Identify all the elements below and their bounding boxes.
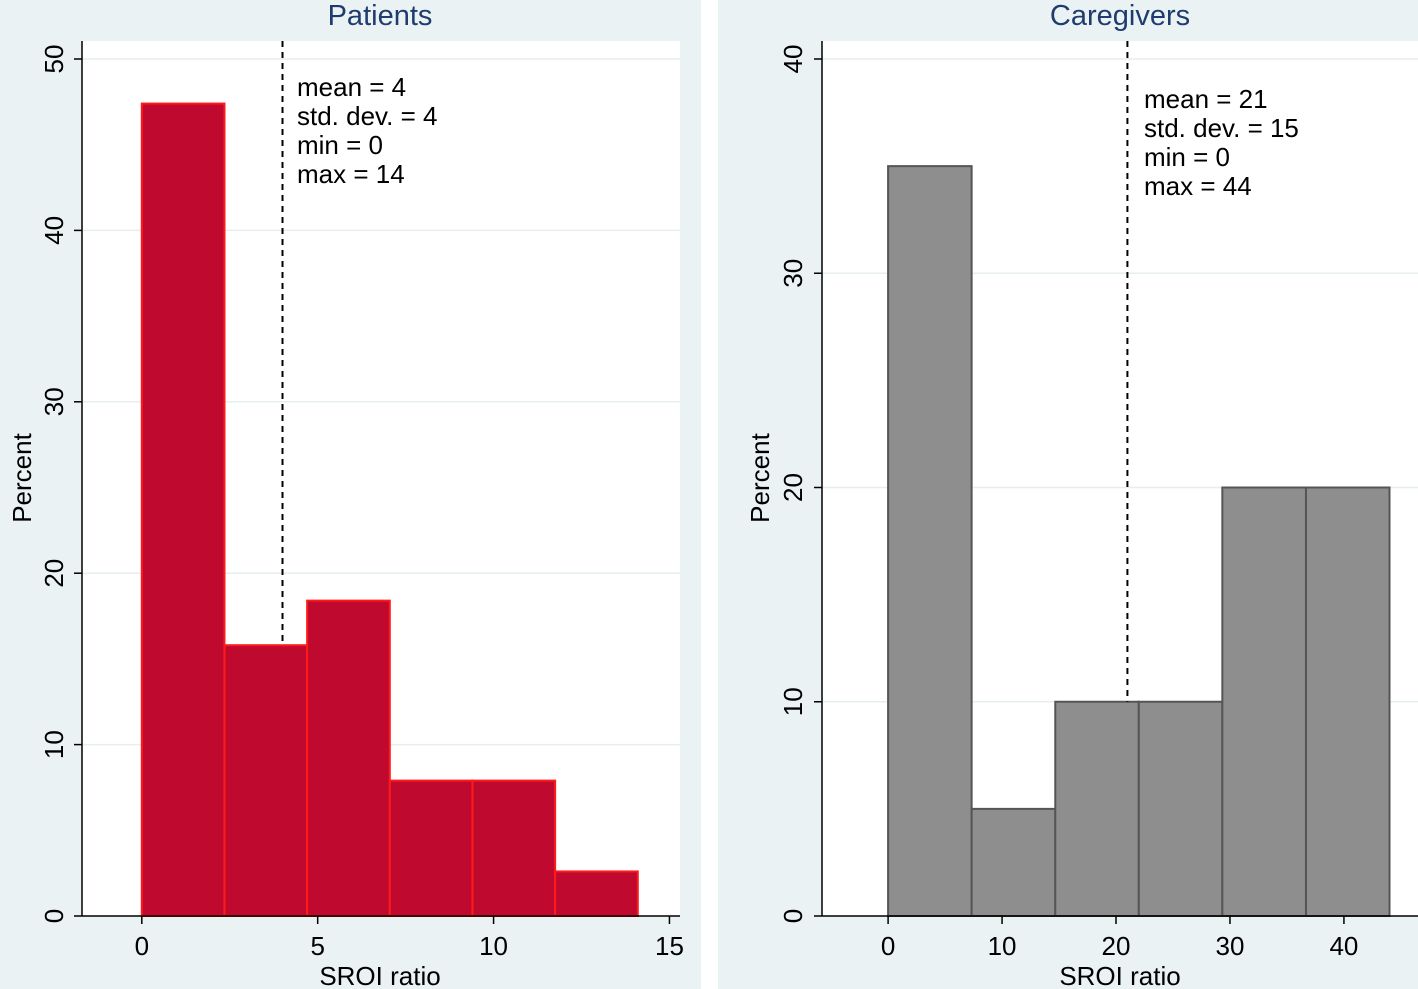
- x-tick-label: 10: [988, 931, 1017, 961]
- stats-annotation: min = 0: [1144, 142, 1230, 172]
- y-tick-label: 0: [39, 909, 69, 923]
- y-tick-label: 10: [778, 687, 808, 716]
- stats-annotation: std. dev. = 15: [1144, 113, 1299, 143]
- stats-annotation: mean = 4: [297, 72, 406, 102]
- histogram-bar-5: [471, 779, 557, 917]
- chart-title: Patients: [328, 0, 433, 32]
- y-tick-label: 0: [778, 909, 808, 923]
- x-axis-label: SROI ratio: [319, 961, 440, 989]
- histogram-bar-2: [970, 807, 1057, 917]
- x-tick-label: 30: [1216, 931, 1245, 961]
- histogram-bar-1: [887, 165, 973, 917]
- histogram-bar-6: [1304, 486, 1391, 917]
- histogram-bar-3: [306, 599, 391, 918]
- panel-caregivers: Caregivers 0 10 20 30 40 0 10 20 30 40 mean = 21std…: [718, 0, 1418, 989]
- y-tick-label: 10: [39, 730, 69, 759]
- y-axis-label: Percent: [7, 432, 37, 522]
- stats-annotation: std. dev. = 4: [297, 101, 437, 131]
- stats-annotation: min = 0: [297, 130, 383, 160]
- histogram-bar-1: [140, 102, 226, 917]
- x-tick-label: 10: [479, 931, 508, 961]
- chart-title: Caregivers: [1050, 0, 1190, 32]
- y-tick-label: 40: [39, 216, 69, 245]
- histogram-bar-2: [223, 644, 309, 917]
- y-axis-label: Percent: [745, 432, 775, 522]
- y-tick-label: 20: [778, 473, 808, 502]
- x-tick-label: 40: [1329, 931, 1358, 961]
- y-tick-label: 50: [39, 45, 69, 74]
- histogram-bar-6: [554, 870, 639, 917]
- stats-annotation: mean = 21: [1144, 84, 1268, 114]
- stats-annotation: max = 44: [1144, 171, 1252, 201]
- y-tick-label: 40: [778, 45, 808, 74]
- x-tick-label: 5: [310, 931, 324, 961]
- y-tick-label: 30: [778, 259, 808, 288]
- histogram-bar-5: [1221, 486, 1307, 917]
- x-axis-label: SROI ratio: [1059, 961, 1180, 989]
- x-tick-label: 20: [1102, 931, 1131, 961]
- histogram-bar-4: [1137, 700, 1224, 917]
- stats-annotation: max = 14: [297, 159, 405, 189]
- x-tick-label: 0: [135, 931, 149, 961]
- x-tick-label: 15: [655, 931, 684, 961]
- x-tick-label: 0: [881, 931, 895, 961]
- y-tick-label: 20: [39, 559, 69, 588]
- histogram-bar-4: [388, 779, 474, 917]
- histogram-bar-3: [1054, 700, 1140, 917]
- y-tick-label: 30: [39, 387, 69, 416]
